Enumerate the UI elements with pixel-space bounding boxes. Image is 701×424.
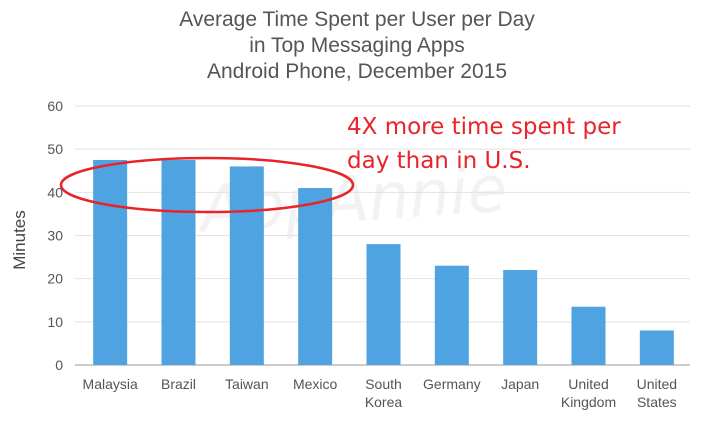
y-tick-label: 40 [47,184,63,200]
annotation-callout: 4X more time spent per day than in U.S. [347,114,621,174]
x-category-label: States [637,394,677,410]
bar [298,188,333,365]
y-tick-label: 30 [47,228,63,244]
x-category-label: Germany [423,376,481,392]
annotation-text: day than in U.S. [347,148,531,174]
bar [366,244,401,365]
bar [503,270,538,365]
y-tick-label: 0 [55,357,63,373]
x-category-label: Kingdom [561,394,616,410]
x-category-label: Brazil [161,376,196,392]
bars [93,159,674,365]
y-axis-label: Minutes [10,210,29,270]
x-category-label: Taiwan [225,376,269,392]
chart-title: Average Time Spent per User per Day in To… [179,8,535,83]
x-axis-category-labels: Malaysia Brazil Taiwan Mexico South Korea Germ… [83,376,678,410]
annotation-text: 4X more time spent per [347,114,621,140]
bar [229,166,264,365]
x-category-label: Mexico [293,376,338,392]
bar [571,306,606,365]
x-category-label: Malaysia [83,376,138,392]
x-category-label: Japan [501,376,539,392]
y-tick-label: 60 [47,98,63,114]
bar [434,265,469,365]
x-category-label: United [637,376,677,392]
y-tick-label: 10 [47,314,63,330]
x-category-label: South [365,376,402,392]
y-tick-label: 20 [47,271,63,287]
highlight-ellipse [59,156,355,214]
x-category-label: Korea [365,394,403,410]
chart-title-line: Android Phone, December 2015 [207,60,507,83]
x-category-label: United [568,376,608,392]
y-tick-label: 50 [47,141,63,157]
chart-title-line: in Top Messaging Apps [249,34,465,57]
y-axis-ticks: 0 10 20 30 40 50 60 [47,98,63,373]
chart-title-line: Average Time Spent per User per Day [179,8,535,31]
bar [639,330,674,365]
bar [161,159,196,365]
bar [93,159,128,365]
